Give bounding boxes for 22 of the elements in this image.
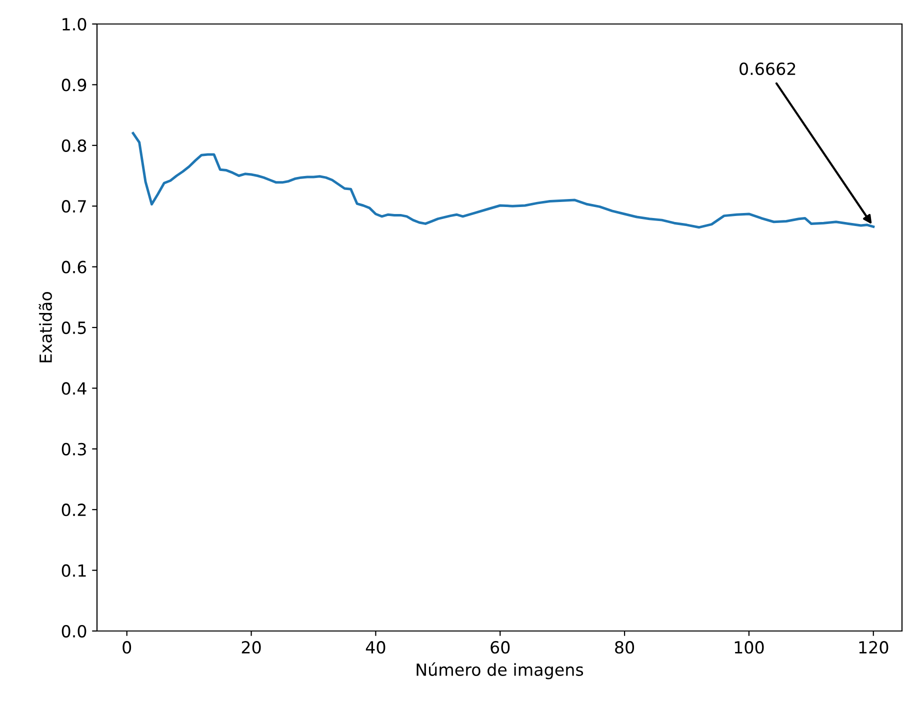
y-tick-label: 0.0 (62, 624, 86, 638)
y-tick-label: 0.2 (62, 504, 86, 516)
y-tick-label: 0.4 (62, 382, 86, 395)
line-series (132, 132, 875, 229)
y-tick-label: 0.7 (62, 200, 86, 213)
x-axis-title: Número de imagens (416, 662, 584, 680)
y-tick-label: 0.5 (62, 321, 86, 334)
x-tick-label: 20 (242, 641, 261, 654)
y-tick-label: 0.1 (62, 564, 86, 577)
x-tick-label: 120 (859, 641, 888, 654)
x-tick-label: 40 (366, 641, 386, 654)
y-tick-label: 0.3 (62, 442, 86, 456)
y-tick-label: 0.6 (62, 260, 86, 274)
x-tick-label: 0 (122, 641, 132, 654)
x-tick-label: 80 (615, 641, 634, 654)
y-tick-label: 1.0 (62, 18, 86, 31)
x-tick-label: 100 (734, 641, 764, 654)
annotation: 0.6662 (740, 62, 796, 76)
y-axis-title: Exatidão (38, 292, 52, 362)
x-tick-label: 60 (490, 641, 510, 654)
y-tick-label: 0.9 (62, 78, 86, 92)
y-tick-label: 0.8 (62, 139, 86, 152)
